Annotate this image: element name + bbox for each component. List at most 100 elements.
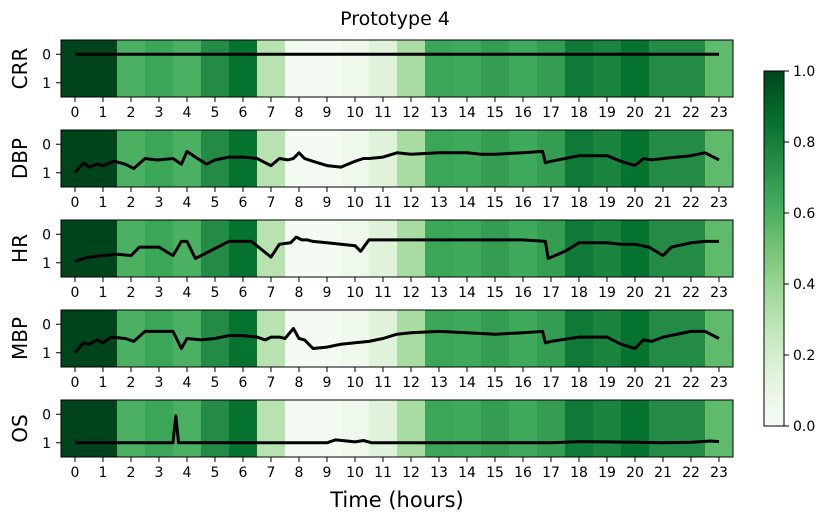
x-tick-label: 3 <box>155 465 164 481</box>
x-tick-label: 5 <box>211 465 220 481</box>
x-tick-label: 8 <box>295 105 304 121</box>
x-axis-label: Time (hours) <box>329 488 464 512</box>
x-tick-label: 8 <box>295 195 304 211</box>
x-tick-label: 4 <box>183 375 192 391</box>
x-tick-label: 15 <box>486 105 504 121</box>
x-tick-label: 21 <box>654 195 672 211</box>
x-tick-label: 10 <box>346 285 364 301</box>
panel-frame <box>60 129 734 188</box>
x-tick-label: 22 <box>682 105 700 121</box>
heat-cell <box>229 400 258 457</box>
series-line-mbp <box>73 327 720 354</box>
x-tick-label: 19 <box>598 195 616 211</box>
heat-cell <box>117 130 146 187</box>
x-tick-label: 20 <box>626 465 644 481</box>
x-tick-label: 11 <box>374 105 392 121</box>
x-tick-label: 1 <box>99 195 108 211</box>
x-tick-label: 19 <box>598 465 616 481</box>
x-tick-label: 9 <box>323 375 332 391</box>
heat-cell <box>61 40 90 97</box>
colorbar-gradient <box>763 70 785 427</box>
x-tick-label: 23 <box>710 285 728 301</box>
y-tick-label: 0 <box>42 407 51 423</box>
heat-cell <box>341 310 370 367</box>
x-tick-label: 0 <box>71 195 80 211</box>
x-tick-label: 10 <box>346 105 364 121</box>
x-tick-label: 3 <box>155 285 164 301</box>
heat-cell <box>145 310 174 367</box>
x-tick-label: 10 <box>346 195 364 211</box>
x-tick-label: 8 <box>295 375 304 391</box>
x-tick-label: 21 <box>654 285 672 301</box>
x-tick-label: 6 <box>239 195 248 211</box>
heat-cell <box>705 220 734 277</box>
heat-cell <box>313 220 342 277</box>
heat-cell <box>649 40 678 97</box>
heat-cell <box>481 400 510 457</box>
heat-cell <box>621 220 650 277</box>
colorbar-tick-label: 0.0 <box>793 419 815 435</box>
heat-cell <box>565 40 594 97</box>
x-tick-label: 7 <box>267 285 276 301</box>
x-tick-label: 23 <box>710 375 728 391</box>
x-tick-label: 2 <box>127 285 136 301</box>
x-tick-label: 4 <box>183 105 192 121</box>
x-tick-label: 15 <box>486 465 504 481</box>
x-tick-label: 0 <box>71 105 80 121</box>
x-tick-label: 17 <box>542 195 560 211</box>
heat-cell <box>453 220 482 277</box>
colorbar-tick-label: 0.2 <box>793 348 815 364</box>
heat-cell <box>89 400 118 457</box>
x-tick-label: 5 <box>211 105 220 121</box>
heat-cell <box>509 400 538 457</box>
panel-dbp: 010 1 2 3 4 5 6 7 8 9 10 11 12 13 14 15 16 17 18 19 20 21 22 23… <box>8 129 734 211</box>
y-axis-label-crr: CRR <box>8 48 32 90</box>
y-tick-label: 0 <box>42 137 51 153</box>
x-tick-label: 20 <box>626 375 644 391</box>
x-tick-label: 7 <box>267 195 276 211</box>
heat-cell <box>117 40 146 97</box>
y-tick-label: 1 <box>42 436 51 452</box>
heat-cell <box>313 310 342 367</box>
panel-frame <box>60 219 734 278</box>
y-tick-label: 1 <box>42 346 51 362</box>
heat-cell <box>593 40 622 97</box>
heat-cell <box>537 220 566 277</box>
x-tick-label: 23 <box>710 195 728 211</box>
x-tick-label: 17 <box>542 375 560 391</box>
x-tick-label: 9 <box>323 285 332 301</box>
heat-cell <box>397 40 426 97</box>
heat-cell <box>369 40 398 97</box>
x-tick-label: 1 <box>99 465 108 481</box>
x-tick-label: 13 <box>430 195 448 211</box>
x-tick-label: 2 <box>127 465 136 481</box>
x-tick-label: 19 <box>598 105 616 121</box>
heat-cell <box>61 310 90 367</box>
heat-cell <box>509 40 538 97</box>
heat-cell <box>453 40 482 97</box>
heat-cell <box>425 400 454 457</box>
x-tick-label: 2 <box>127 105 136 121</box>
x-tick-label: 13 <box>430 285 448 301</box>
heat-cell <box>537 400 566 457</box>
heat-cell <box>61 220 90 277</box>
x-tick-label: 16 <box>514 375 532 391</box>
heat-cell <box>593 220 622 277</box>
y-tick-label: 1 <box>42 76 51 92</box>
heat-cell <box>285 40 314 97</box>
x-tick-label: 2 <box>127 195 136 211</box>
y-axis-label-os: OS <box>8 414 32 442</box>
x-tick-label: 5 <box>211 285 220 301</box>
heat-cell <box>677 400 706 457</box>
x-tick-label: 21 <box>654 105 672 121</box>
x-tick-label: 8 <box>295 285 304 301</box>
heat-cell <box>677 310 706 367</box>
heat-cell <box>229 40 258 97</box>
x-tick-label: 13 <box>430 375 448 391</box>
panel-hr: 010 1 2 3 4 5 6 7 8 9 10 11 12 13 14 15 16 17 18 19 20 21 22 23… <box>8 219 734 301</box>
x-tick-label: 8 <box>295 465 304 481</box>
x-tick-label: 0 <box>71 285 80 301</box>
heat-cell <box>89 40 118 97</box>
heat-cell <box>649 400 678 457</box>
heat-cell <box>537 40 566 97</box>
